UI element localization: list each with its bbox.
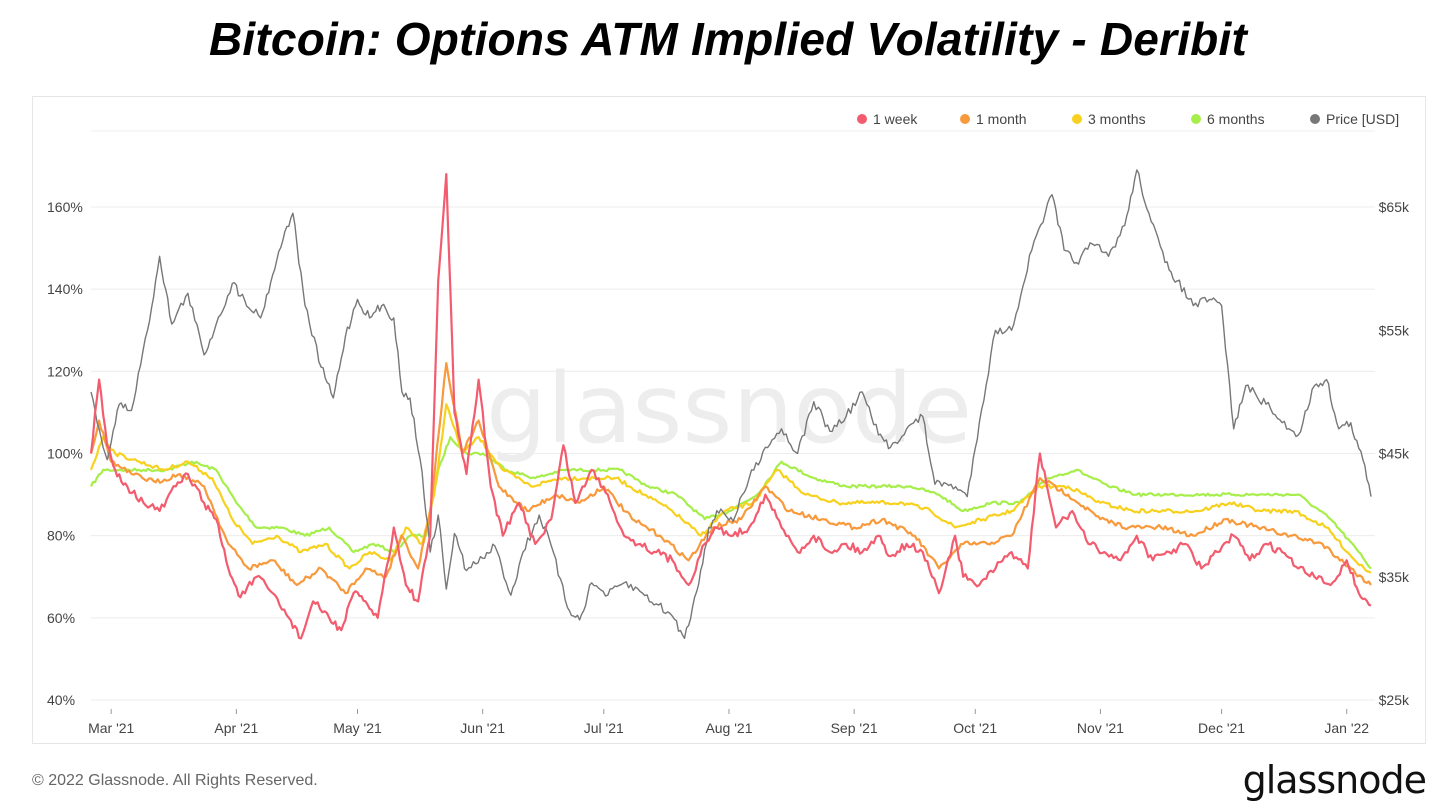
chart-title: Bitcoin: Options ATM Implied Volatility … [209, 13, 1247, 65]
y-left-tick-label: 40% [47, 692, 75, 708]
y-right-tick-label: $65k [1379, 199, 1410, 215]
series-line-6-months [90, 436, 1372, 570]
y-left-tick-label: 160% [47, 199, 83, 215]
x-tick-label: Nov '21 [1077, 720, 1124, 736]
y-left-tick-label: 120% [47, 363, 83, 379]
y-left-tick-label: 140% [47, 281, 83, 297]
x-tick-label: Aug '21 [705, 720, 752, 736]
legend-marker [1310, 114, 1320, 124]
legend-label: Price [USD] [1326, 111, 1399, 127]
x-tick-label: Apr '21 [214, 720, 258, 736]
legend-label: 1 week [873, 111, 918, 127]
chart-svg: glassnode 40% 60% 80% 100% 120% 140% 160% $25k $3… [47, 111, 1410, 736]
x-tick-label: Jan '22 [1324, 720, 1369, 736]
y-left-tick-label: 100% [47, 446, 83, 462]
brand-logo: glassnode [1242, 758, 1427, 802]
series-line-1-month [89, 362, 1372, 595]
y-right-tick-label: $35k [1379, 569, 1410, 585]
x-tick-label: Mar '21 [88, 720, 134, 736]
watermark-text: glassnode [486, 353, 972, 465]
copyright-text: © 2022 Glassnode. All Rights Reserved. [32, 772, 318, 789]
legend-marker [960, 114, 970, 124]
y-left-tick-label: 80% [47, 528, 75, 544]
series-line-3-months [89, 403, 1372, 574]
x-tick-label: Dec '21 [1198, 720, 1245, 736]
x-tick-label: May '21 [333, 720, 382, 736]
legend-label: 1 month [976, 111, 1027, 127]
x-tick-label: Jul '21 [584, 720, 624, 736]
y-left-tick-label: 60% [47, 610, 75, 626]
legend-marker [1072, 114, 1082, 124]
series-line-1-week [89, 173, 1372, 640]
legend-label: 6 months [1207, 111, 1265, 127]
x-tick-label: Jun '21 [460, 720, 505, 736]
y-right-tick-label: $55k [1379, 322, 1410, 338]
chart-panel: glassnode 40% 60% 80% 100% 120% 140% 160% $25k $3… [32, 96, 1426, 744]
series-line-price-usd [90, 169, 1372, 640]
x-tick-label: Oct '21 [953, 720, 997, 736]
x-tick-label: Sep '21 [831, 720, 878, 736]
legend-label: 3 months [1088, 111, 1146, 127]
y-right-tick-label: $25k [1379, 692, 1410, 708]
legend-marker [1191, 114, 1201, 124]
legend-marker [857, 114, 867, 124]
y-right-tick-label: $45k [1379, 446, 1410, 462]
